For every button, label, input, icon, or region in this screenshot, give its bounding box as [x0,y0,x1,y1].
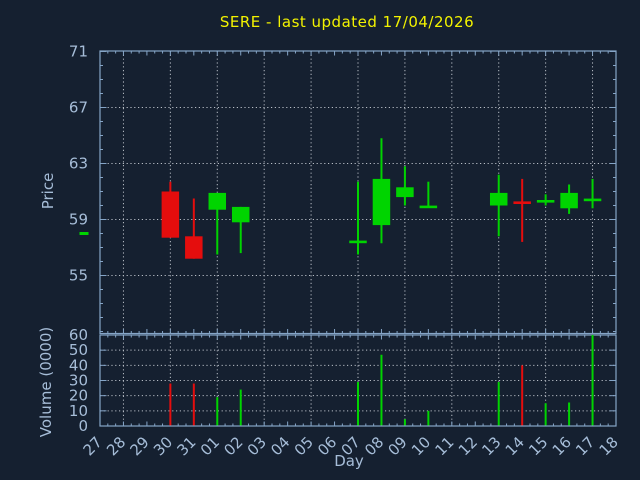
day-tick-label: 02 [220,433,246,459]
price-tick-label: 55 [69,267,88,285]
day-tick-label: 01 [197,433,223,459]
day-axis-label: Day [334,452,364,470]
day-tick-label: 28 [103,433,129,459]
day-tick-label: 14 [502,433,528,459]
candle-day-02 [231,206,250,254]
day-tick-label: 29 [127,433,153,459]
price-tick-label: 59 [69,211,88,229]
volume-tick-label: 0 [78,417,88,435]
price-tick-label: 63 [69,155,88,173]
candle-day-15 [536,194,555,206]
candle-body [489,192,508,206]
volume-tick-label: 30 [69,372,88,390]
volume-tick-label: 60 [69,326,88,344]
volume-tick-label: 40 [69,356,88,374]
day-tick-label: 06 [314,433,340,459]
day-tick-label: 05 [291,433,317,459]
tick-labels: 5559636771010203040506027282930310102030… [69,43,622,460]
day-tick-label: 17 [572,433,598,459]
candle-day-17 [583,178,602,209]
day-tick-label: 04 [267,433,293,459]
partial-candle-left-edge [79,232,89,235]
volume-tick-label: 10 [69,402,88,420]
volume-tick-label: 20 [69,387,88,405]
chart-title: SERE - last updated 17/04/2026 [219,13,475,31]
day-tick-label: 13 [478,433,504,459]
day-tick-label: 08 [361,433,387,459]
candle-body [372,178,391,226]
day-tick-label: 12 [455,433,481,459]
candle-body [419,205,438,209]
volume-tick-label: 50 [69,341,88,359]
candle-body [560,192,578,209]
candle-body [583,198,602,202]
day-tick-label: 18 [596,433,622,459]
candle-day-09 [396,166,414,206]
candle-day-07 [349,181,367,255]
candles [161,138,602,259]
volume-panel-border [99,334,617,427]
candle-day-30 [161,181,180,238]
day-tick-label: 11 [431,433,457,459]
candle-body [208,192,227,210]
candle-day-10 [419,181,438,209]
price-panel-border [99,50,617,335]
day-tick-label: 10 [408,433,434,459]
candle-day-01 [208,192,227,255]
candle-body [161,191,180,238]
candle-body [185,236,203,259]
candle-body [349,240,367,244]
price-tick-label: 71 [69,43,88,61]
day-tick-label: 15 [525,433,551,459]
candle-day-08 [372,138,391,244]
candle-body [536,200,555,203]
volume-bars [169,335,594,426]
candle-day-13 [489,174,508,237]
day-tick-label: 03 [244,433,270,459]
day-tick-label: 07 [338,433,364,459]
day-tick-label: 30 [150,433,176,459]
candle-day-31 [185,198,203,259]
day-tick-label: 16 [549,433,575,459]
candle-body [396,187,414,198]
day-tick-label: 31 [173,433,199,459]
day-tick-label: 27 [80,433,106,459]
candle-body [513,201,531,204]
candle-day-14 [513,178,531,242]
candle-day-16 [560,184,578,214]
day-tick-label: 09 [385,433,411,459]
candle-body [231,206,250,223]
price-tick-label: 67 [69,99,88,117]
